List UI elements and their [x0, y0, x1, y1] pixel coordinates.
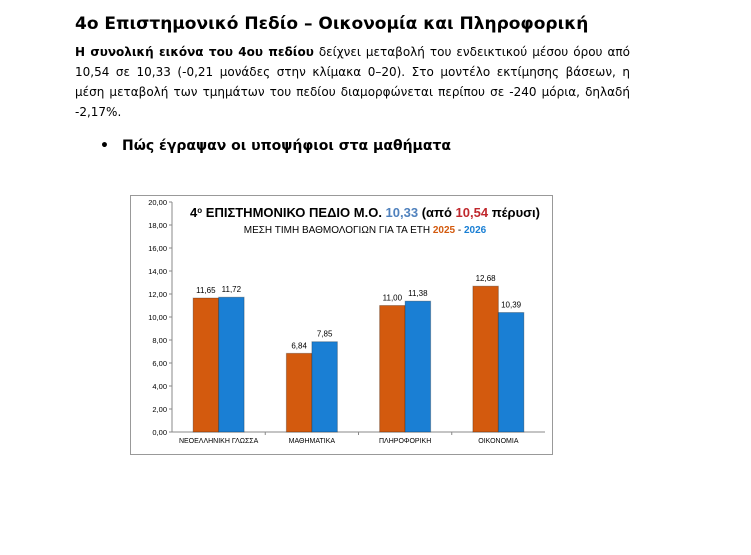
title-part: 10,33 [386, 205, 419, 220]
value-label: 12,68 [476, 274, 497, 283]
legend-entry: 2025 [433, 225, 456, 236]
bar [472, 285, 499, 433]
bar [218, 296, 245, 433]
y-tick-label: 20,00 [148, 198, 167, 207]
value-label: 10,39 [501, 301, 522, 310]
bullet-text: Πώς έγραψαν οι υποψήφιοι στα μαθήματα [122, 138, 452, 154]
value-label: 7,85 [317, 330, 333, 339]
chart-title: 4ο ΕΠΙΣΤΗΜΟΝΙΚΟ ΠΕΔΙΟ Μ.Ο. 10,33 (από 10… [190, 205, 540, 220]
y-tick-label: 12,00 [148, 290, 167, 299]
paragraph: Η συνολική εικόνα του 4ου πεδίου δείχνει… [75, 42, 630, 122]
y-tick-label: 2,00 [152, 405, 167, 414]
title-part: 10,54 [456, 205, 489, 220]
y-tick-label: 0,00 [152, 428, 167, 437]
value-label: 6,84 [291, 341, 307, 350]
bar [285, 352, 313, 433]
bar [404, 300, 432, 433]
value-label: 11,38 [408, 289, 428, 298]
bullet-dot: • [100, 138, 109, 154]
y-tick-label: 14,00 [148, 267, 167, 276]
bar [192, 297, 220, 433]
y-tick-label: 18,00 [148, 221, 167, 230]
bar [311, 341, 338, 433]
subtitle-part: ΜΕΣΗ ΤΙΜΗ ΒΑΘΜΟΛΟΓΙΩΝ ΓΙΑ ΤΑ ΕΤΗ [244, 225, 433, 236]
subtitle-part: - [455, 225, 464, 236]
y-tick-label: 6,00 [152, 359, 167, 368]
page-title: 4ο Επιστημονικό Πεδίο – Οικονομία και Πλ… [75, 14, 589, 34]
x-tick-label: ΠΛΗΡΟΦΟΡΙΚΗ [379, 438, 431, 445]
y-tick-label: 4,00 [152, 382, 167, 391]
legend-entry: 2026 [464, 225, 487, 236]
title-part: 4 [190, 205, 198, 220]
chart: 4ο ΕΠΙΣΤΗΜΟΝΙΚΟ ΠΕΔΙΟ Μ.Ο. 10,33 (από 10… [130, 195, 553, 455]
x-tick-label: ΝΕΟΕΛΛΗΝΙΚΗ ΓΛΩΣΣΑ [179, 438, 259, 445]
y-tick-label: 16,00 [148, 244, 167, 253]
value-label: 11,00 [383, 294, 403, 303]
value-label: 11,72 [222, 285, 242, 294]
x-tick-label: ΟΙΚΟΝΟΜΙΑ [478, 438, 519, 445]
x-tick-label: ΜΑΘΗΜΑΤΙΚΑ [289, 438, 336, 445]
y-tick-label: 10,00 [148, 313, 167, 322]
title-part: πέρυσι) [488, 205, 540, 220]
bar [379, 305, 406, 433]
title-part: ο [197, 206, 202, 215]
title-part: ΕΠΙΣΤΗΜΟΝΙΚΟ ΠΕΔΙΟ Μ.Ο. [202, 205, 385, 220]
value-label: 11,65 [196, 286, 216, 295]
paragraph-text: δείχνει μεταβολή του ενδεικτικού μέσου ό… [75, 45, 630, 119]
chart-subtitle: ΜΕΣΗ ΤΙΜΗ ΒΑΘΜΟΛΟΓΙΩΝ ΓΙΑ ΤΑ ΕΤΗ 2025 - … [244, 225, 487, 236]
bold-lead: Η συνολική εικόνα του 4ου πεδίου [75, 45, 314, 59]
y-tick-label: 8,00 [152, 336, 167, 345]
bullet-item: • Πώς έγραψαν οι υποψήφιοι στα μαθήματα [100, 138, 451, 154]
title-part: (από [418, 205, 455, 220]
bar [497, 312, 525, 433]
